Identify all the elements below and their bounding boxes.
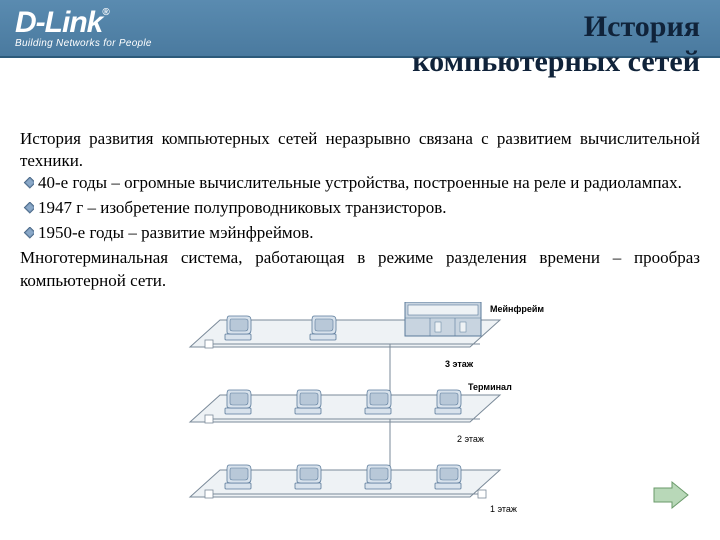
bullet-text-3: 1950-е годы – развитие мэйнфреймов.: [38, 222, 700, 244]
diamond-bullet-icon: [20, 200, 34, 222]
bullet-text-2: 1947 г – изобретение полупроводниковых т…: [38, 197, 700, 219]
slide-body: История развития компьютерных сетей нера…: [0, 58, 720, 292]
title-line1: История: [412, 10, 700, 45]
arrow-right-icon: [652, 480, 690, 510]
diamond-bullet-icon: [20, 175, 34, 197]
diamond-bullet-icon: [20, 225, 34, 247]
floor-3-label: 3 этаж: [445, 359, 474, 369]
floor-2-label: 2 этаж: [457, 434, 484, 444]
logo-reg: ®: [102, 7, 108, 18]
floor-1-label: 1 этаж: [490, 504, 517, 514]
bullet-item-3: 1950-е годы – развитие мэйнфреймов.: [20, 222, 700, 247]
terminal-label: Терминал: [468, 382, 512, 392]
network-diagram: 3 этаж Мейнфрейм 2 этаж Терминал 1 этаж: [180, 302, 580, 537]
floor-1: [190, 465, 500, 498]
logo-text: D-Link®: [15, 8, 152, 38]
diagram-svg: 3 этаж Мейнфрейм 2 этаж Терминал 1 этаж: [180, 302, 600, 532]
mainframe-icon: [405, 302, 481, 336]
slide-title: История компьютерных сетей: [412, 10, 700, 79]
bullet-text-1: 40-е годы – огромные вычислительные устр…: [38, 172, 700, 194]
bullet-item-2: 1947 г – изобретение полупроводниковых т…: [20, 197, 700, 222]
logo: D-Link® Building Networks for People: [15, 8, 152, 49]
bullet-item-1: 40-е годы – огромные вычислительные устр…: [20, 172, 700, 197]
logo-tagline: Building Networks for People: [15, 38, 152, 49]
intro-paragraph: История развития компьютерных сетей нера…: [20, 128, 700, 172]
next-slide-button[interactable]: [652, 480, 690, 515]
title-line2: компьютерных сетей: [412, 45, 700, 80]
logo-main-text: D-Link: [15, 6, 102, 39]
mainframe-label: Мейнфрейм: [490, 304, 544, 314]
outro-paragraph: Многотерминальная система, работающая в …: [20, 247, 700, 291]
